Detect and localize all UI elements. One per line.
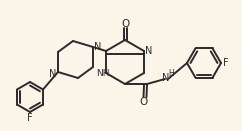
Text: H: H	[168, 70, 174, 78]
Text: F: F	[223, 58, 229, 68]
Text: NH: NH	[96, 70, 110, 78]
Text: O: O	[121, 19, 129, 29]
Text: N: N	[162, 73, 170, 83]
Text: N: N	[49, 69, 57, 79]
Text: N: N	[145, 46, 153, 56]
Text: O: O	[140, 97, 148, 107]
Text: F: F	[27, 113, 33, 123]
Text: N: N	[94, 42, 102, 52]
